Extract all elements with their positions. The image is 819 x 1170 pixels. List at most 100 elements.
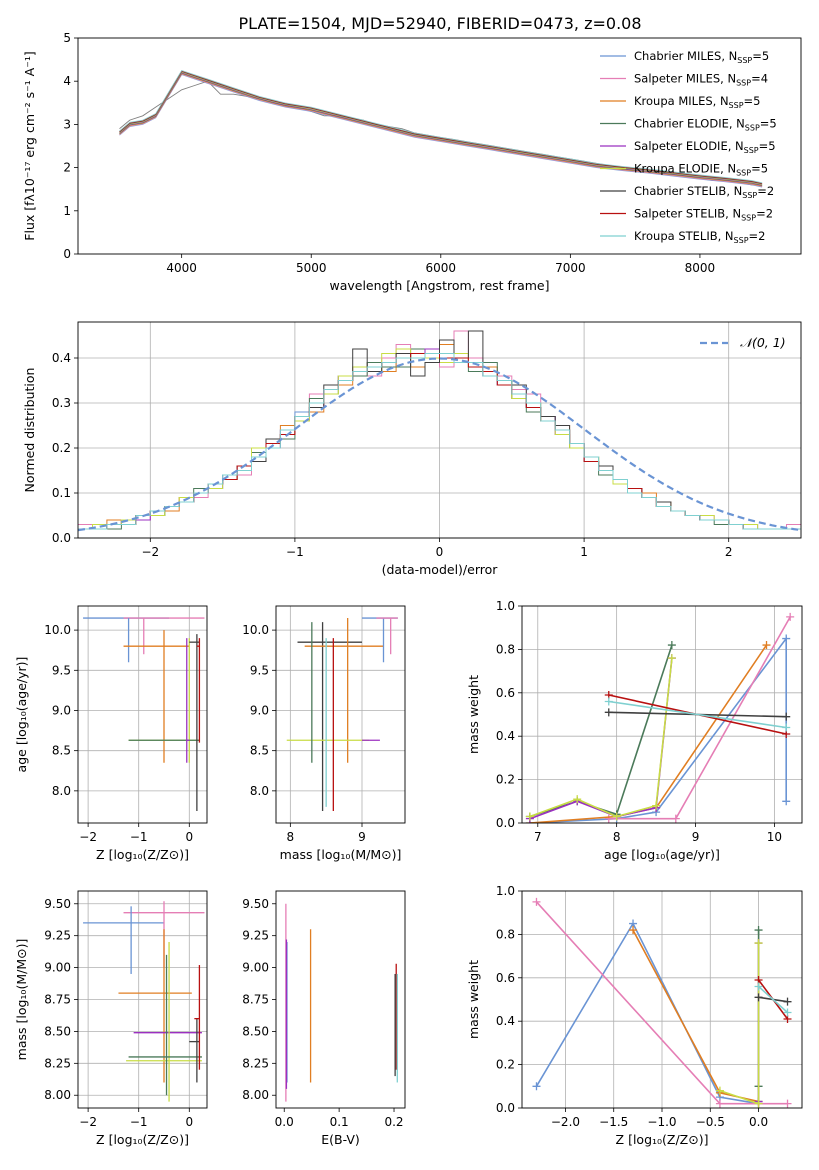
legend-entry-text: Kroupa MILES, N: [634, 94, 729, 108]
x-tick-label: −1: [286, 545, 304, 559]
y-axis-label: mass [log₁₀(M/M⊙)]: [14, 939, 29, 1061]
weight-series-line: [632, 929, 759, 1103]
y-tick-label: 8.00: [242, 1088, 269, 1102]
weight-point-marker: [754, 993, 763, 1002]
weight-series-line: [608, 616, 791, 820]
x-tick-label: 0.2: [384, 1115, 403, 1129]
y-tick-label: 9.0: [52, 703, 71, 717]
y-tick-label: 8.50: [242, 1024, 269, 1038]
x-axis-label: wavelength [Angstrom, rest frame]: [329, 278, 549, 293]
y-tick-label: 8.25: [242, 1056, 269, 1070]
y-tick-label: 3: [63, 117, 71, 131]
y-tick-label: 8.0: [52, 784, 71, 798]
legend-entry-subscript: SSP: [741, 214, 756, 223]
y-axis-label: Flux [fλ10⁻¹⁷ erg cm⁻² s⁻¹ A⁻¹]: [22, 51, 37, 240]
x-axis-label: Z [log₁₀(Z/Z⊙)]: [96, 847, 189, 862]
legend-entry-label: Kroupa STELIB, NSSP=2: [634, 229, 765, 245]
plot-area: [286, 617, 398, 811]
x-tick-label: 8: [613, 830, 621, 844]
y-tick-label: 8.75: [44, 993, 71, 1007]
weight-point-marker: [782, 634, 791, 643]
axes-frame: [77, 321, 802, 539]
legend-entry-label: Salpeter ELODIE, NSSP=5: [634, 139, 776, 155]
x-tick-label: 0.0: [275, 1115, 294, 1129]
weight-point-marker: [782, 712, 791, 721]
y-tick-label: 9.25: [44, 929, 71, 943]
legend-entry-label: Chabrier STELIB, NSSP=2: [634, 184, 774, 200]
weight-point-marker: [782, 797, 791, 806]
x-tick-label: 5000: [296, 261, 327, 275]
x-axis-label: Z [log₁₀(Z/Z⊙)]: [96, 1132, 189, 1147]
x-tick-label: −1.5: [599, 1115, 628, 1129]
x-tick-label: −2: [79, 1115, 97, 1129]
legend-entry-count: =5: [751, 162, 768, 176]
x-tick-label: −2: [141, 545, 159, 559]
x-tick-label: 9: [358, 830, 366, 844]
x-tick-label: 0.1: [330, 1115, 349, 1129]
legend-entry-label: Kroupa MILES, NSSP=5: [634, 94, 760, 110]
y-tick-label: 0.4: [496, 1014, 515, 1028]
normal-curve-line: [78, 357, 801, 532]
y-tick-label: 0.4: [496, 729, 515, 743]
x-tick-label: 2: [725, 545, 733, 559]
legend-entry-count: =2: [756, 207, 773, 221]
spectrum-panel: 4000 5000 6000 7000 8000 0 1 2 3 4 5 wavelength [An…: [22, 31, 802, 293]
x-tick-label: 0.0: [749, 1115, 768, 1129]
weight-vs-age-panel: 7 8 9 10 0.0 0.2 0.4 0.6 0.8 1.0 age [log₁₀(age/yr…: [466, 599, 803, 862]
y-tick-label: 4: [63, 74, 71, 88]
y-tick-label: 0.8: [496, 927, 515, 941]
weight-point-marker: [782, 723, 791, 732]
legend-entry-count: =5: [759, 139, 776, 153]
figure-title: PLATE=1504, MJD=52940, FIBERID=0473, z=0…: [238, 14, 641, 33]
age-vs-mass-panel: 8 9 8.0 8.5 9.0 9.5 10.0 mass [log₁₀(M/M⊙)]: [242, 605, 406, 862]
weight-series-line: [758, 985, 789, 1014]
y-tick-label: 0.3: [52, 396, 71, 410]
y-tick-label: 0.2: [496, 773, 515, 787]
weight-series-line: [529, 644, 768, 823]
y-tick-label: 9.5: [52, 663, 71, 677]
x-tick-label: 9: [692, 830, 700, 844]
y-tick-label: 8.0: [250, 784, 269, 798]
weight-point-marker: [754, 982, 763, 991]
mass-vs-metallicity-panel: −2 −1 0 8.00 8.25 8.50 8.75 9.00 9.25 9.50 Z [log₁…: [14, 890, 208, 1147]
model-spectrum-line: [119, 69, 763, 184]
legend-entry-text: Salpeter STELIB, N: [634, 207, 741, 221]
histogram-step-line: [78, 353, 801, 530]
mass-vs-ebv-panel: 0.0 0.1 0.2 8.00 8.25 8.50 8.75 9.00 9.25 9.50 E(B…: [242, 890, 406, 1147]
legend-entry-count: =5: [752, 49, 769, 63]
x-tick-label: −2.0: [551, 1115, 580, 1129]
axes-frame: [77, 37, 802, 255]
legend-entry-label: Chabrier ELODIE, NSSP=5: [634, 117, 777, 133]
x-axis-label: E(B-V): [321, 1132, 360, 1147]
y-tick-label: 9.50: [44, 897, 71, 911]
weight-point-marker: [786, 612, 795, 621]
legend-entry-count: =5: [744, 94, 761, 108]
weight-point-marker: [754, 926, 763, 935]
x-axis-label: (data-model)/error: [382, 562, 499, 577]
legend-entry-label: Chabrier MILES, NSSP=5: [634, 49, 769, 65]
x-tick-label: 7000: [555, 261, 586, 275]
y-tick-label: 0.0: [496, 1101, 515, 1115]
plot-area: [285, 903, 398, 1102]
weight-point-marker: [532, 1082, 541, 1091]
y-tick-label: 0.4: [52, 351, 71, 365]
y-tick-label: 9.0: [250, 703, 269, 717]
y-tick-label: 8.25: [44, 1056, 71, 1070]
weight-series-line: [535, 901, 788, 1105]
weight-point-marker: [715, 1086, 724, 1095]
legend-entry-subscript: SSP: [736, 79, 751, 88]
axes-frame: [275, 605, 406, 824]
plot-area: [119, 69, 763, 188]
age-vs-metallicity-panel: −2 −1 0 8.0 8.5 9.0 9.5 10.0 Z [log₁₀(Z/Z⊙)] age …: [14, 605, 208, 862]
x-tick-label: −1: [130, 830, 148, 844]
plot-area: [532, 897, 792, 1108]
weight-point-marker: [754, 939, 763, 948]
y-tick-label: 8.00: [44, 1088, 71, 1102]
residuals-panel: −2 −1 0 1 2 0.0 0.1 0.2 0.3 0.4 (data-model)/error…: [22, 321, 802, 577]
y-axis-label: mass weight: [466, 675, 481, 754]
legend-entry-text: Chabrier STELIB, N: [634, 184, 742, 198]
y-tick-label: 1: [63, 204, 71, 218]
x-tick-label: 0: [436, 545, 444, 559]
legend-entry-label: 𝒩(0, 1): [740, 335, 786, 350]
weight-vs-metallicity-panel: −2.0 −1.5 −1.0 −0.5 0.0 0.0 0.2 0.4 0.6 0.8 1.0 Z […: [466, 884, 803, 1147]
